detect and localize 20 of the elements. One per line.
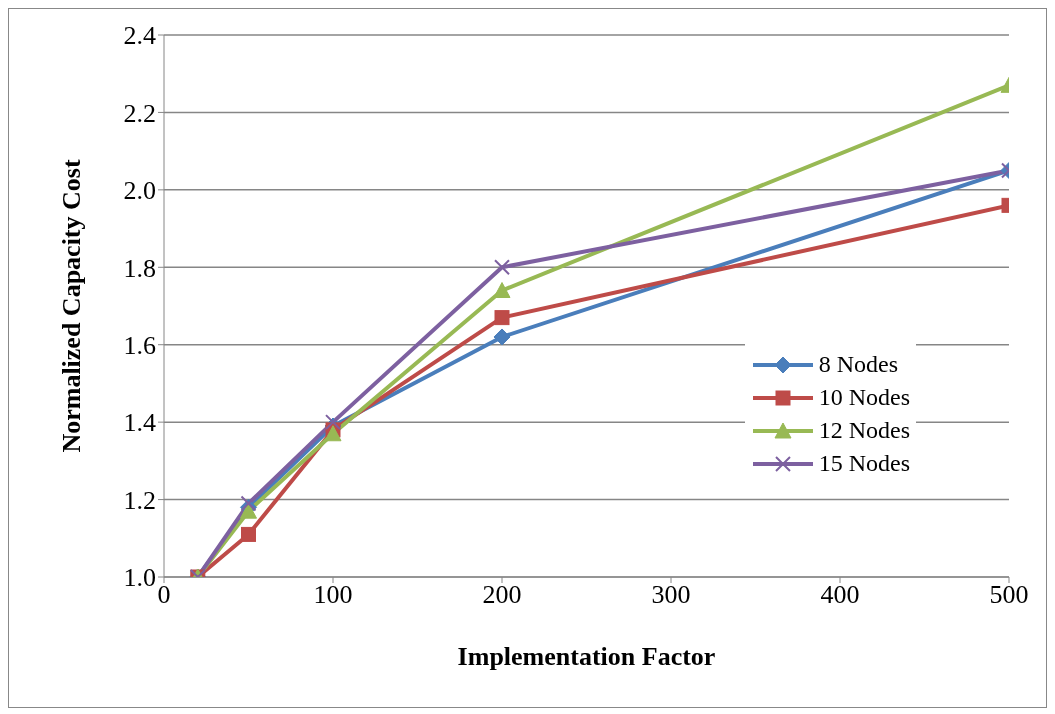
x-tick-label: 200: [482, 580, 522, 610]
legend-label: 10 Nodes: [818, 384, 910, 411]
y-tick-label: 1.6: [123, 330, 156, 360]
x-tick-label: 500: [989, 580, 1029, 610]
x-axis-title: Implementation Factor: [457, 642, 716, 671]
legend-label: 12 Nodes: [818, 417, 910, 444]
x-tick-label: 0: [157, 580, 171, 610]
x-tick-label: 100: [313, 580, 353, 610]
legend-label: 8 Nodes: [818, 351, 898, 378]
y-tick-label: 1.4: [123, 408, 156, 438]
legend-label: 15 Nodes: [818, 450, 910, 477]
y-tick-label: 2.2: [123, 98, 156, 128]
y-tick-label: 2.4: [123, 21, 156, 51]
y-tick-label: 1.2: [123, 485, 156, 515]
y-axis-title: Normalized Capacity Cost: [57, 159, 87, 453]
x-tick-label: 400: [820, 580, 860, 610]
x-tick-label: 300: [651, 580, 691, 610]
y-tick-label: 2.0: [123, 176, 156, 206]
y-tick-label: 1.8: [123, 253, 156, 283]
y-tick-label: 1.0: [123, 563, 156, 593]
